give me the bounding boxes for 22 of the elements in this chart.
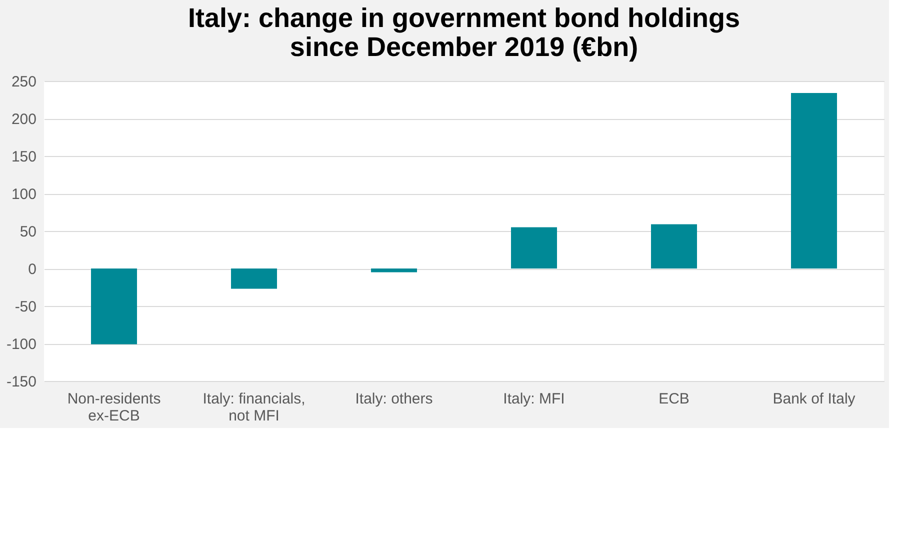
y-tick-label: 250 [11, 74, 36, 90]
bar [651, 224, 697, 268]
bar [511, 227, 557, 268]
bar [791, 93, 837, 268]
y-tick-label: 200 [11, 111, 36, 128]
bar [371, 268, 417, 272]
x-tick-label: ECB [658, 390, 690, 408]
x-tick-label: Non-residents ex-ECB [67, 390, 161, 424]
y-tick-label: -150 [6, 374, 36, 390]
x-tick-label: Italy: financials, not MFI [202, 390, 306, 424]
y-tick-label: 150 [11, 148, 36, 166]
y-tick-label: 100 [11, 186, 36, 203]
y-tick-label: -50 [14, 298, 36, 316]
x-tick-label: Bank of Italy [772, 390, 856, 408]
bar [91, 268, 137, 344]
chart-title: Italy: change in government bond holdings since December 2019 (€bn) [188, 3, 740, 62]
x-tick-label: Italy: others [355, 390, 433, 408]
bar [231, 268, 277, 289]
y-tick-label: 50 [20, 224, 36, 240]
x-tick-label: Italy: MFI [503, 390, 565, 408]
y-tick-label: -100 [6, 336, 36, 353]
y-tick-label: 0 [28, 261, 36, 278]
